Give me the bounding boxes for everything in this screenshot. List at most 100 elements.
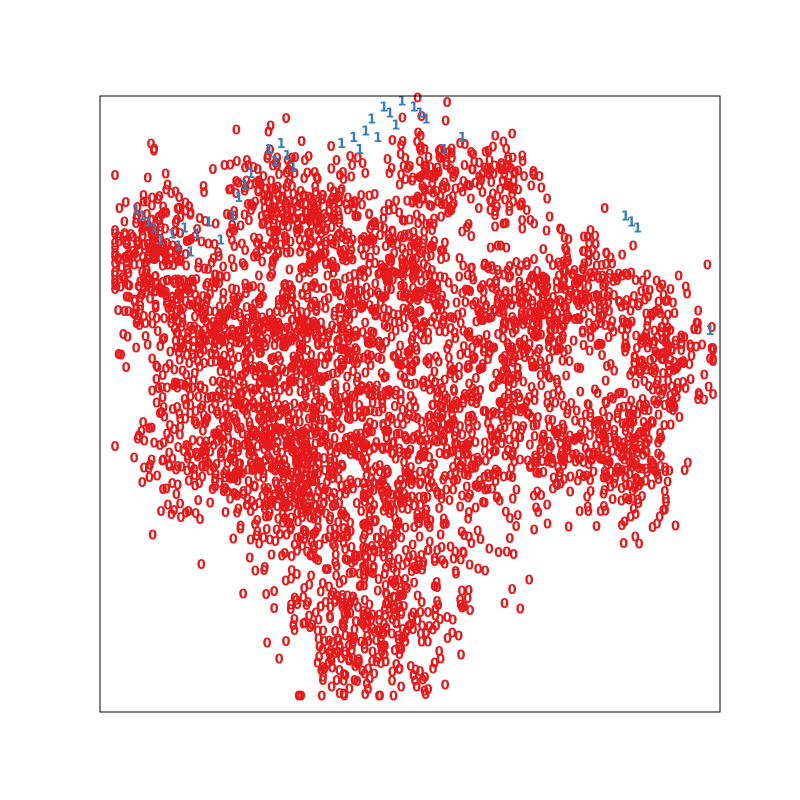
point-label-0: 0 xyxy=(220,378,229,393)
point-label-0: 0 xyxy=(288,482,297,497)
point-label-0: 0 xyxy=(150,226,159,241)
point-label-1: 1 xyxy=(422,113,431,128)
point-label-0: 0 xyxy=(151,230,160,245)
point-label-0: 0 xyxy=(121,229,130,244)
point-label-0: 0 xyxy=(346,150,355,165)
point-label-0: 0 xyxy=(229,209,238,224)
point-label-0: 0 xyxy=(194,261,203,276)
point-label-0: 0 xyxy=(231,398,240,413)
point-label-0: 0 xyxy=(139,218,148,233)
point-label-0: 0 xyxy=(321,238,330,253)
point-label-0: 0 xyxy=(110,257,119,272)
point-label-0: 0 xyxy=(293,227,302,242)
point-label-0: 0 xyxy=(178,365,187,380)
point-label-0: 0 xyxy=(211,217,220,232)
point-label-0: 0 xyxy=(156,340,165,355)
point-label-0: 0 xyxy=(219,330,228,345)
point-label-0: 0 xyxy=(628,298,637,313)
point-label-0: 0 xyxy=(383,484,392,499)
point-label-0: 0 xyxy=(148,352,157,367)
point-label-0: 0 xyxy=(396,289,405,304)
point-label-0: 0 xyxy=(322,352,331,367)
point-label-0: 0 xyxy=(382,275,391,290)
point-label-0: 0 xyxy=(406,379,415,394)
point-label-0: 0 xyxy=(149,250,158,265)
point-label-0: 0 xyxy=(433,284,442,299)
point-label-0: 0 xyxy=(273,245,282,260)
point-label-0: 0 xyxy=(534,506,543,521)
point-label-0: 0 xyxy=(620,387,629,402)
point-label-0: 0 xyxy=(268,254,277,269)
point-label-0: 0 xyxy=(346,282,355,297)
point-label-0: 0 xyxy=(263,152,272,167)
point-label-0: 0 xyxy=(663,327,672,342)
point-label-0: 0 xyxy=(384,204,393,219)
point-label-0: 0 xyxy=(295,272,304,287)
point-label-0: 0 xyxy=(199,180,208,195)
point-label-0: 0 xyxy=(708,353,717,368)
point-label-0: 0 xyxy=(201,306,210,321)
point-label-0: 0 xyxy=(459,260,468,275)
point-label-0: 0 xyxy=(348,159,357,174)
point-label-0: 0 xyxy=(270,213,279,228)
point-label-0: 0 xyxy=(254,184,263,199)
point-label-1: 1 xyxy=(621,209,630,224)
point-label-0: 0 xyxy=(466,285,475,300)
point-label-0: 0 xyxy=(297,363,306,378)
point-label-0: 0 xyxy=(167,317,176,332)
point-label-0: 0 xyxy=(232,123,241,138)
point-label-0: 0 xyxy=(294,408,303,423)
point-label-0: 0 xyxy=(356,265,365,280)
point-label-0: 0 xyxy=(313,252,322,267)
point-label-0: 0 xyxy=(366,286,375,301)
point-label-0: 0 xyxy=(405,348,414,363)
point-label-0: 0 xyxy=(282,166,291,181)
point-label-0: 0 xyxy=(155,281,164,296)
point-label-0: 0 xyxy=(186,207,195,222)
point-label-0: 0 xyxy=(413,242,422,257)
point-label-0: 0 xyxy=(270,203,279,218)
point-label-0: 0 xyxy=(214,312,223,327)
point-label-0: 0 xyxy=(114,252,123,267)
point-label-0: 0 xyxy=(345,353,354,368)
point-label-0: 0 xyxy=(537,435,546,450)
point-label-0: 0 xyxy=(346,237,355,252)
point-label-0: 0 xyxy=(345,328,354,343)
point-label-0: 0 xyxy=(248,445,257,460)
point-label-0: 0 xyxy=(365,189,374,204)
point-label-0: 0 xyxy=(181,379,190,394)
point-label-0: 0 xyxy=(516,200,525,215)
point-label-0: 0 xyxy=(175,289,184,304)
point-label-0: 0 xyxy=(289,350,298,365)
point-label-0: 0 xyxy=(231,469,240,484)
point-label-0: 0 xyxy=(206,465,215,480)
point-label-0: 0 xyxy=(296,330,305,345)
point-label-0: 0 xyxy=(390,247,399,262)
point-label-0: 0 xyxy=(559,473,568,488)
point-label-0: 0 xyxy=(306,234,315,249)
point-label-0: 0 xyxy=(152,373,161,388)
point-label-0: 0 xyxy=(306,256,315,271)
point-label-0: 0 xyxy=(252,309,261,324)
point-label-0: 0 xyxy=(174,314,183,329)
point-label-0: 0 xyxy=(429,293,438,308)
point-label-0: 0 xyxy=(311,254,320,269)
point-label-0: 0 xyxy=(115,202,124,217)
point-label-0: 0 xyxy=(231,187,240,202)
point-label-0: 0 xyxy=(123,330,132,345)
point-label-0: 0 xyxy=(216,271,225,286)
point-label-0: 0 xyxy=(297,306,306,321)
point-label-0: 0 xyxy=(156,284,165,299)
point-label-0: 0 xyxy=(306,249,315,264)
point-label-0: 0 xyxy=(354,295,363,310)
point-label-0: 0 xyxy=(211,275,220,290)
point-label-0: 0 xyxy=(298,289,307,304)
point-label-0: 0 xyxy=(251,196,260,211)
point-label-0: 0 xyxy=(390,266,399,281)
point-label-0: 0 xyxy=(383,384,392,399)
point-label-0: 0 xyxy=(192,418,201,433)
point-label-0: 0 xyxy=(181,196,190,211)
point-label-0: 0 xyxy=(189,352,198,367)
point-label-0: 0 xyxy=(219,313,228,328)
point-label-0: 0 xyxy=(306,301,315,316)
